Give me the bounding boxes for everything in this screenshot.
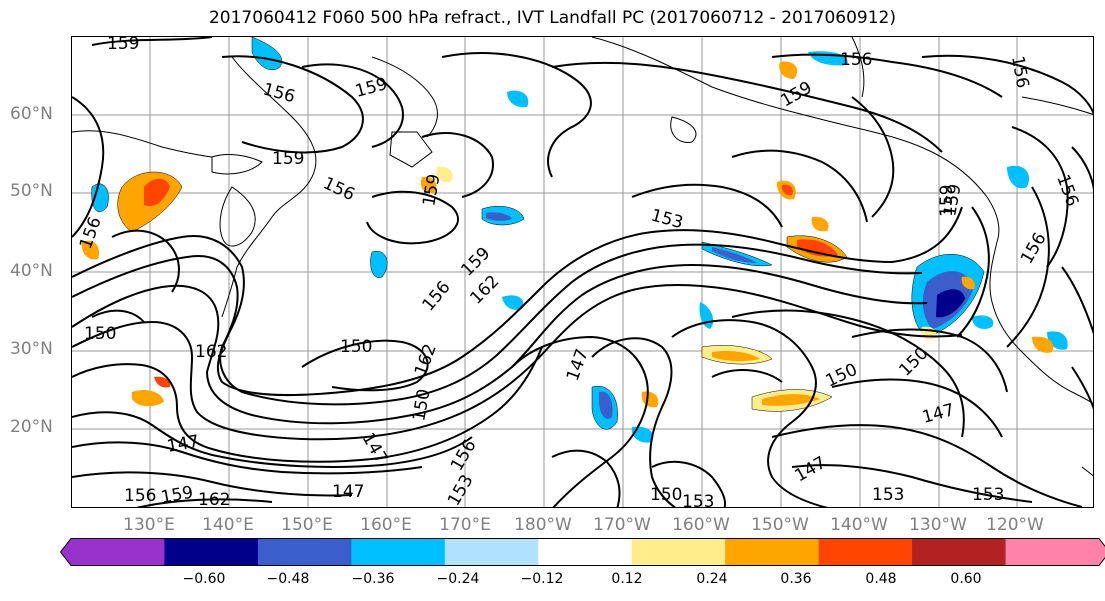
contour-label: 147 (332, 482, 364, 502)
colorbar-tick-label: −0.48 (266, 571, 310, 587)
colorbar-segment (351, 538, 446, 566)
colorbar-tick-label: 0.60 (950, 571, 982, 587)
contour-label: 150 (340, 337, 372, 357)
colorbar-tick-label: −0.24 (436, 571, 480, 587)
lat-label-50n: 50°N (10, 181, 53, 201)
contour-label: 153 (682, 492, 714, 508)
lat-label-60n: 60°N (10, 104, 53, 124)
contour-label: 150 (650, 485, 682, 505)
contour-label: 147 (920, 400, 957, 428)
contour-label: 153 (649, 206, 686, 234)
contour-label: 159 (937, 185, 957, 217)
coastlines (72, 37, 1093, 477)
colorbar-tick-label: 0.12 (611, 571, 643, 587)
negative-patches (91, 37, 1068, 443)
contour-label: 159 (107, 37, 139, 54)
lat-label-40n: 40°N (10, 261, 53, 281)
colorbar-extend-max (1099, 538, 1105, 566)
map-title: 2017060412 F060 500 hPa refract., IVT La… (208, 8, 896, 28)
contour-label: 150 (823, 360, 861, 392)
map-plot-area: 159 156 159 159 156 159 156 153 159 150 … (71, 36, 1094, 508)
contour-label: 147 (792, 453, 830, 487)
lon-label-170e: 170°E (439, 515, 491, 535)
colorbar-extend-min (60, 538, 71, 566)
contour-label: 156 (1007, 54, 1032, 89)
colorbar-segment (912, 538, 1007, 566)
contour-label: 156 (124, 486, 156, 506)
colorbar-segment (538, 538, 633, 566)
colorbar (60, 538, 1105, 566)
colorbar-segment (631, 538, 726, 566)
contour-label: 162 (198, 490, 230, 508)
lon-label-150w: 150°W (751, 515, 809, 535)
colorbar-tick-label: 0.48 (865, 571, 897, 587)
lat-label-30n: 30°N (10, 339, 53, 359)
contour-label: 156 (447, 436, 481, 474)
positive-patches (81, 61, 1054, 412)
contour-label: 153 (872, 485, 904, 505)
lon-label-170w: 170°W (593, 515, 651, 535)
colorbar-segment (444, 538, 539, 566)
lon-label-150e: 150°E (281, 515, 333, 535)
colorbar-tick-label: −0.36 (351, 571, 395, 587)
contour-label: 159 (940, 182, 965, 217)
contour-label: 159 (778, 78, 816, 112)
contour-label: 150 (409, 387, 434, 422)
colorbar-segment (164, 538, 259, 566)
lon-label-160w: 160°W (672, 515, 730, 535)
contour-label: 156 (419, 277, 455, 315)
lat-label-20n: 20°N (10, 417, 53, 437)
contour-label: 150 (895, 343, 932, 380)
contour-label: 159 (353, 74, 390, 102)
lon-label-160e: 160°E (360, 515, 412, 535)
contour-label: 156 (76, 214, 106, 251)
contour-label: 156 (840, 50, 872, 70)
contour-label: 147 (563, 346, 593, 383)
contour-label: 156 (261, 80, 298, 108)
contour-label: 159 (272, 149, 304, 169)
colorbar-segment (71, 538, 165, 566)
lon-label-140e: 140°E (202, 515, 254, 535)
colorbar-segment (1005, 538, 1100, 566)
contour-lines (72, 37, 1093, 507)
colorbar-tick-label: 0.36 (780, 571, 812, 587)
colorbar-tick-label: 0.24 (696, 571, 728, 587)
contour-label: 153 (972, 485, 1004, 505)
lon-label-180w: 180°W (514, 515, 572, 535)
contour-label: 147 (165, 432, 200, 457)
contour-label: 150 (84, 324, 116, 344)
lon-label-140w: 140°W (830, 515, 888, 535)
contour-label: 156 (1017, 229, 1051, 267)
colorbar-segment (257, 538, 352, 566)
contour-label: 153 (444, 471, 478, 508)
contour-label: 156 (320, 173, 358, 205)
lon-label-130w: 130°W (909, 515, 967, 535)
colorbar-tick-label: −0.12 (520, 571, 564, 587)
contour-label: 162 (195, 342, 227, 362)
map-canvas: 159 156 159 159 156 159 156 153 159 150 … (72, 37, 1093, 508)
colorbar-segment (818, 538, 913, 566)
lon-label-130e: 130°E (123, 515, 175, 535)
contour-label: 159 (419, 172, 444, 207)
shaded-anomalies (81, 37, 1068, 443)
contour-label-group: 159 156 159 159 156 159 156 153 159 150 … (76, 37, 1082, 508)
contour-label: 156 (1052, 172, 1082, 209)
contour-label: 159 (159, 483, 194, 508)
colorbar-tick-label: −0.60 (182, 571, 226, 587)
lon-label-120w: 120°W (986, 515, 1044, 535)
colorbar-segment (725, 538, 820, 566)
